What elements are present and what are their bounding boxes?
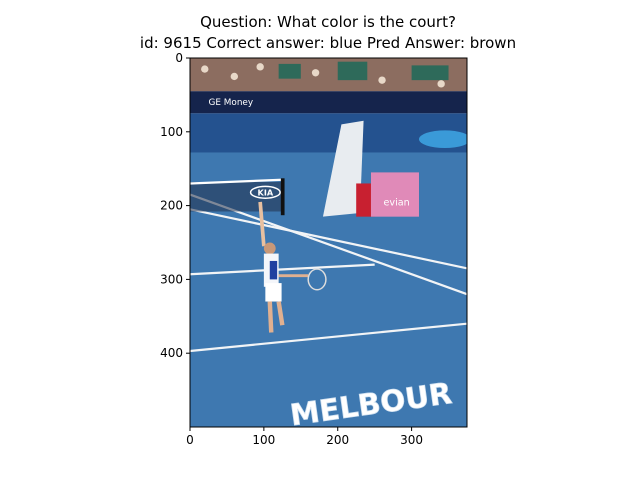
- umbrella: [418, 130, 467, 149]
- photo: GE Money KIA evian MELBOUR: [190, 58, 467, 427]
- crowd-detail: [201, 63, 445, 88]
- y-tick-label: 300: [160, 272, 183, 286]
- title-line: Question: What color is the court?: [200, 13, 456, 31]
- y-tick-label: 0: [175, 51, 183, 65]
- player: [258, 201, 327, 333]
- banner: [190, 91, 467, 114]
- photo-text: evian: [384, 198, 410, 209]
- photo-text: KIA: [258, 187, 274, 197]
- title-line: id: 9615 Correct answer: blue Pred Answe…: [140, 34, 516, 52]
- x-tick-label: 300: [400, 433, 423, 447]
- y-tick-label: 400: [160, 346, 183, 360]
- back-wall: [190, 113, 467, 158]
- x-tick-label: 200: [326, 433, 349, 447]
- logo: [249, 185, 281, 199]
- x-tick-label: 100: [252, 433, 275, 447]
- net-tape: [190, 178, 283, 185]
- evian-box: [370, 172, 419, 217]
- x-tick-label: 0: [186, 433, 194, 447]
- net-post: [280, 178, 285, 216]
- y-tick-label: 200: [160, 199, 183, 213]
- bin: [356, 183, 375, 217]
- umpire-chair: [322, 120, 364, 217]
- y-tick-label: 100: [160, 125, 183, 139]
- photo-text: GE Money: [208, 98, 253, 108]
- crowd-detail: [278, 61, 449, 81]
- axes-frame: [189, 57, 468, 428]
